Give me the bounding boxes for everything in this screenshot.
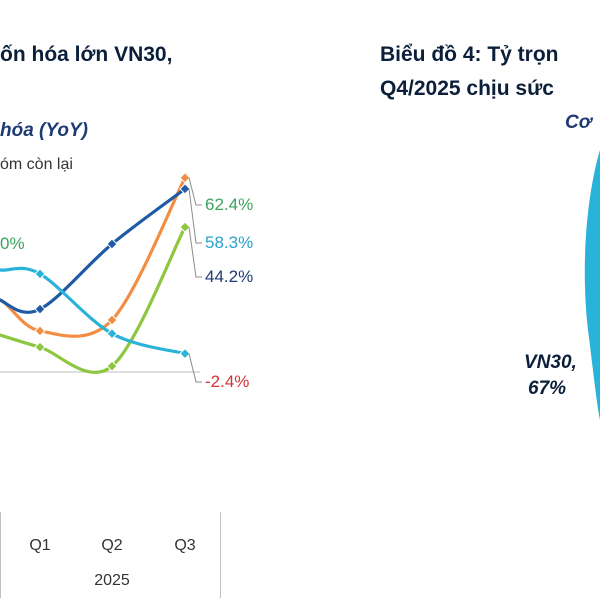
data-point-marker xyxy=(179,183,191,195)
label-leader-line xyxy=(188,227,202,278)
series-line xyxy=(0,226,187,374)
series-end-label: 58.3% xyxy=(205,233,253,252)
x-year-label: 2025 xyxy=(94,572,130,589)
series-line xyxy=(0,177,187,338)
series-end-label: 44.2% xyxy=(205,267,253,286)
legend-partial-text: óm còn lại xyxy=(0,156,73,173)
data-point-marker xyxy=(179,172,191,184)
series-line xyxy=(0,187,186,314)
right-chart-subtitle: Cơ xyxy=(565,112,592,133)
chart-axes: Q1 Q2 Q3 2025 xyxy=(0,371,221,598)
x-tick-label: Q1 xyxy=(29,537,50,554)
pie-slice-value-label: 67% xyxy=(528,378,567,399)
label-leader-line xyxy=(188,188,202,244)
pie-slice-label: VN30, xyxy=(524,352,577,373)
data-point-marker xyxy=(34,303,46,315)
partial-data-label: 0% xyxy=(0,234,25,253)
data-point-marker xyxy=(179,221,191,233)
x-tick-label: Q3 xyxy=(174,537,195,554)
left-chart-title: ốn hóa lớn VN30, xyxy=(0,43,173,66)
series-end-label: 62.4% xyxy=(205,195,253,214)
right-chart-title-line1: Biểu đồ 4: Tỷ trọn xyxy=(380,43,559,66)
data-point-marker xyxy=(34,341,46,353)
left-chart-subtitle: hóa (YoY) xyxy=(0,120,88,141)
data-point-marker xyxy=(34,268,46,280)
x-tick-label: Q2 xyxy=(101,537,122,554)
label-leader-line xyxy=(188,177,202,206)
data-point-marker xyxy=(106,327,118,340)
right-chart-title-line2: Q4/2025 chịu sức xyxy=(380,77,554,100)
label-leader-line xyxy=(188,353,202,383)
series-end-label: -2.4% xyxy=(205,372,249,391)
data-point-marker xyxy=(106,314,118,326)
data-point-marker xyxy=(106,360,118,372)
pie-slice-vn30 xyxy=(584,150,600,420)
data-point-marker xyxy=(179,348,191,360)
chart-labels: 0% 62.4% 58.3% 44.2% -2.4% xyxy=(0,195,253,391)
chart-series xyxy=(0,172,202,383)
data-point-marker xyxy=(34,325,46,337)
data-point-marker xyxy=(106,238,118,250)
